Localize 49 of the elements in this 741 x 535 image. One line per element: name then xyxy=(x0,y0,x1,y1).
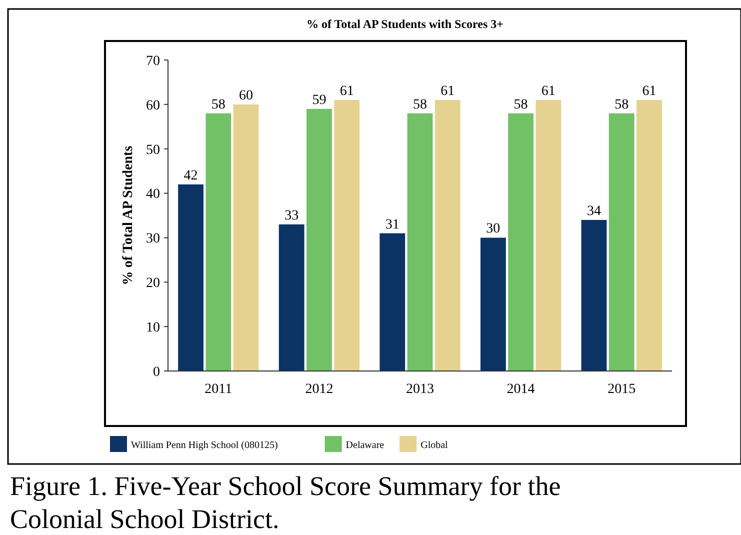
data-label: 61 xyxy=(440,84,455,99)
data-label: 58 xyxy=(614,97,629,112)
bar xyxy=(334,100,360,371)
bar xyxy=(608,113,634,371)
x-tick-label: 2012 xyxy=(305,382,334,397)
x-tick-label: 2015 xyxy=(608,382,636,397)
data-label: 58 xyxy=(413,97,427,112)
y-tick-label: 10 xyxy=(146,320,160,336)
bar xyxy=(636,100,662,371)
bar xyxy=(434,100,460,371)
data-label: 33 xyxy=(284,208,299,224)
caption: Figure 1. Five-Year School Score Summary for the Colonial School District. xyxy=(10,471,561,534)
x-tick-label: 2011 xyxy=(204,382,232,397)
data-label: 60 xyxy=(239,88,254,104)
bar xyxy=(536,100,562,371)
data-label: 58 xyxy=(211,97,226,112)
bar xyxy=(508,113,534,371)
bar xyxy=(278,224,304,371)
data-label: 58 xyxy=(514,97,528,112)
legend-label: Delaware xyxy=(346,440,385,451)
x-tick-label: 2014 xyxy=(506,382,535,397)
data-label: 61 xyxy=(340,84,354,99)
legend-label: Global xyxy=(420,440,448,451)
data-label: 42 xyxy=(184,168,198,184)
data-label: 59 xyxy=(312,92,326,108)
y-tick-label: 40 xyxy=(146,187,160,202)
y-tick-label: 30 xyxy=(146,232,160,247)
data-label: 61 xyxy=(642,84,656,99)
y-axis-title: % of Total AP Students xyxy=(121,145,136,286)
bar xyxy=(407,113,433,371)
legend-label: William Penn High School (080125) xyxy=(131,440,278,451)
bar xyxy=(480,238,506,371)
data-label: 30 xyxy=(486,222,500,237)
bar xyxy=(178,184,204,371)
data-label: 61 xyxy=(541,84,556,99)
bar xyxy=(581,220,607,371)
bar xyxy=(233,104,259,371)
y-tick-label: 60 xyxy=(146,98,160,114)
data-label: 34 xyxy=(586,204,601,219)
y-tick-label: 50 xyxy=(146,142,160,158)
bar xyxy=(306,108,332,371)
y-tick-label: 0 xyxy=(153,364,160,380)
x-tick-label: 2013 xyxy=(406,382,434,397)
data-label: 31 xyxy=(385,217,400,232)
y-tick-label: 20 xyxy=(146,276,160,292)
y-tick-label: 70 xyxy=(146,54,160,69)
bar xyxy=(380,233,406,371)
chart-title: % of Total AP Students with Scores 3+ xyxy=(306,17,504,31)
bar xyxy=(206,113,232,371)
